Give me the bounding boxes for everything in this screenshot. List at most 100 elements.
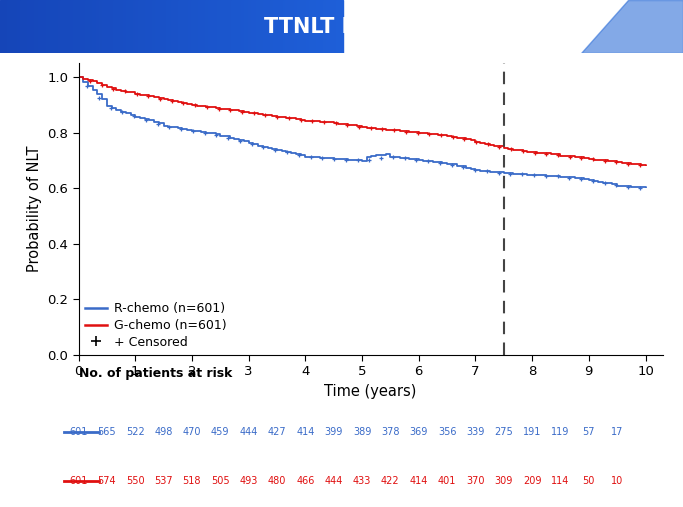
Bar bbox=[70, 0, 74, 53]
Bar bbox=[97, 0, 101, 53]
Text: 370: 370 bbox=[466, 476, 485, 486]
Bar bbox=[34, 0, 38, 53]
Text: 433: 433 bbox=[353, 476, 372, 486]
Bar bbox=[280, 0, 283, 53]
Bar bbox=[128, 0, 131, 53]
Text: 466: 466 bbox=[296, 476, 314, 486]
Bar bbox=[195, 0, 198, 53]
Bar bbox=[283, 0, 287, 53]
Bar bbox=[307, 0, 311, 53]
Bar bbox=[56, 0, 60, 53]
Bar bbox=[279, 0, 282, 53]
Bar bbox=[164, 0, 167, 53]
Bar bbox=[258, 0, 261, 53]
Bar bbox=[27, 0, 31, 53]
Text: 601: 601 bbox=[70, 427, 87, 437]
Bar bbox=[239, 0, 242, 53]
Bar bbox=[156, 0, 158, 53]
Bar bbox=[322, 0, 326, 53]
Bar bbox=[321, 0, 324, 53]
Bar bbox=[157, 0, 161, 53]
Bar bbox=[161, 0, 164, 53]
Bar bbox=[31, 0, 34, 53]
Text: 275: 275 bbox=[494, 427, 513, 437]
Bar bbox=[303, 0, 306, 53]
Bar bbox=[143, 0, 147, 53]
Bar bbox=[270, 0, 273, 53]
Text: 444: 444 bbox=[324, 476, 343, 486]
Bar bbox=[55, 0, 58, 53]
Bar bbox=[234, 0, 238, 53]
Bar bbox=[265, 0, 268, 53]
Bar bbox=[142, 0, 145, 53]
Bar bbox=[205, 0, 208, 53]
Bar bbox=[131, 0, 135, 53]
Bar bbox=[51, 0, 55, 53]
Bar bbox=[24, 0, 27, 53]
Text: 480: 480 bbox=[268, 476, 286, 486]
Bar bbox=[263, 0, 266, 53]
Bar bbox=[242, 0, 246, 53]
Bar bbox=[74, 0, 77, 53]
Bar bbox=[295, 0, 299, 53]
Bar bbox=[90, 0, 94, 53]
Bar bbox=[49, 0, 53, 53]
Bar bbox=[122, 0, 124, 53]
Bar bbox=[124, 0, 128, 53]
Bar bbox=[336, 0, 340, 53]
Bar bbox=[335, 0, 338, 53]
Bar bbox=[204, 0, 206, 53]
Bar bbox=[108, 0, 111, 53]
Bar bbox=[186, 0, 190, 53]
Text: 209: 209 bbox=[523, 476, 542, 486]
Bar bbox=[111, 0, 115, 53]
Bar bbox=[210, 0, 213, 53]
Text: 459: 459 bbox=[211, 427, 229, 437]
Bar bbox=[287, 0, 290, 53]
Bar bbox=[38, 0, 41, 53]
Bar bbox=[297, 0, 301, 53]
Bar bbox=[301, 0, 304, 53]
Bar bbox=[318, 0, 321, 53]
Bar bbox=[219, 0, 222, 53]
Bar bbox=[224, 0, 227, 53]
Bar bbox=[12, 0, 16, 53]
Bar bbox=[240, 0, 245, 53]
Bar bbox=[81, 0, 84, 53]
Bar bbox=[197, 0, 199, 53]
Bar bbox=[217, 0, 220, 53]
Bar bbox=[229, 0, 232, 53]
Bar bbox=[63, 0, 67, 53]
Bar bbox=[324, 0, 328, 53]
Bar bbox=[42, 0, 46, 53]
Bar bbox=[104, 0, 108, 53]
Text: 17: 17 bbox=[611, 427, 624, 437]
Bar bbox=[33, 0, 36, 53]
Bar bbox=[165, 0, 169, 53]
Text: TTNLT by INV: TTNLT by INV bbox=[264, 17, 419, 37]
Text: 470: 470 bbox=[182, 427, 201, 437]
Bar bbox=[238, 0, 240, 53]
Bar bbox=[19, 0, 22, 53]
Bar bbox=[123, 0, 126, 53]
Bar bbox=[67, 0, 70, 53]
Bar bbox=[212, 0, 215, 53]
Bar bbox=[299, 0, 303, 53]
Bar bbox=[15, 0, 19, 53]
Bar bbox=[206, 0, 210, 53]
Bar bbox=[167, 0, 171, 53]
Bar bbox=[137, 0, 140, 53]
Bar bbox=[29, 0, 33, 53]
Bar bbox=[178, 0, 181, 53]
Bar bbox=[115, 0, 118, 53]
Bar bbox=[82, 0, 85, 53]
Bar bbox=[149, 0, 152, 53]
Bar bbox=[328, 0, 331, 53]
Bar bbox=[222, 0, 225, 53]
Bar bbox=[106, 0, 109, 53]
Bar bbox=[340, 0, 343, 53]
Bar bbox=[3, 0, 7, 53]
Bar bbox=[292, 0, 296, 53]
Bar bbox=[338, 0, 342, 53]
Bar bbox=[101, 0, 104, 53]
